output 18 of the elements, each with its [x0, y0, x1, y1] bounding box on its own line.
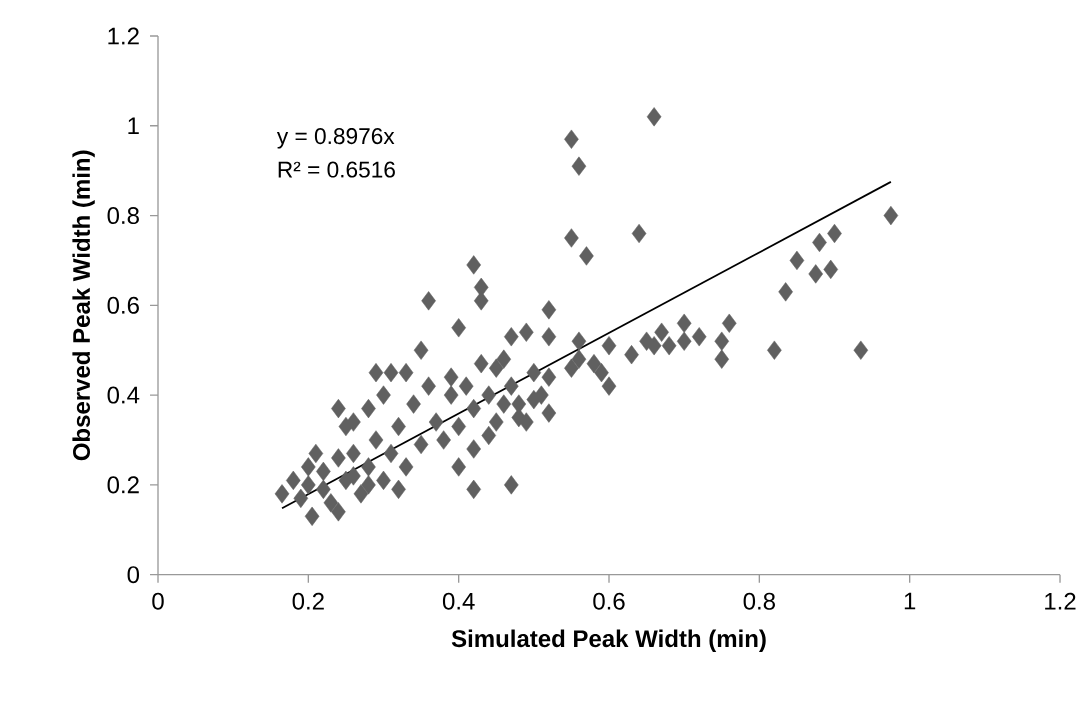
- x-tick-label: 0.8: [743, 592, 775, 610]
- y-tick-label: 0.2: [107, 476, 139, 494]
- y-tick-label: 0: [127, 566, 140, 583]
- y-tick-label: 0.4: [107, 386, 140, 404]
- y-tick-label: 1: [128, 117, 139, 134]
- y-tick-label: 1.2: [108, 27, 139, 45]
- x-tick-label: 1.2: [1045, 592, 1076, 610]
- x-tick-label: 0.4: [442, 592, 475, 610]
- x-axis-title: Simulated Peak Width (min): [451, 629, 766, 652]
- x-tick-label: 0.2: [292, 592, 324, 610]
- annotation: y = 0.8976x: [276, 127, 395, 149]
- x-tick-label: 0.6: [593, 592, 625, 610]
- y-axis-title: Observed Peak Width (min): [72, 150, 95, 461]
- x-tick-label: 1: [904, 592, 916, 610]
- x-tick-label: 0: [152, 592, 164, 610]
- y-tick-label: 0.6: [107, 296, 139, 314]
- y-tick-label: 0.8: [107, 206, 139, 224]
- annotation: R² = 0.6516: [278, 161, 395, 178]
